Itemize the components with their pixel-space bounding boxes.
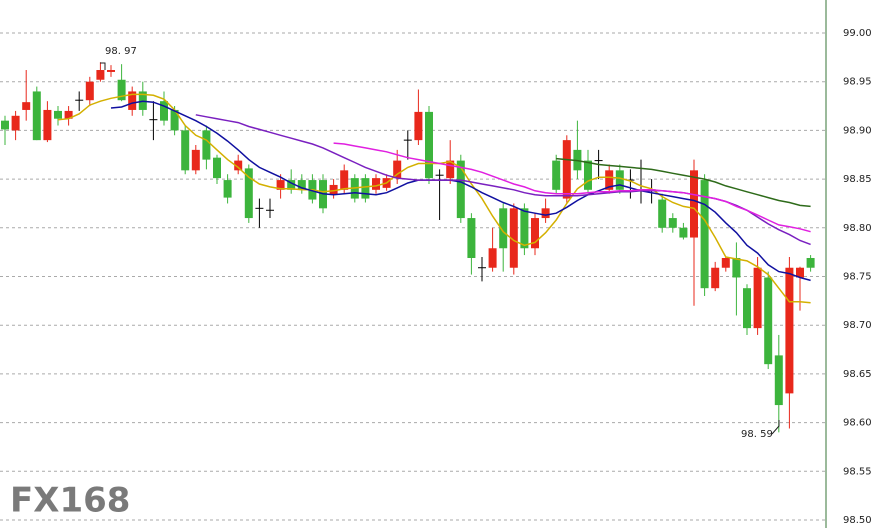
candle-body — [721, 257, 730, 268]
candle-body — [658, 199, 667, 228]
y-tick-label: 99.00 — [843, 28, 872, 39]
candle-body — [128, 91, 137, 110]
candle-body — [22, 102, 31, 110]
candle-body — [690, 170, 698, 238]
candle-body — [64, 110, 73, 119]
y-tick-label: 98.75 — [843, 272, 872, 283]
candle-body — [562, 140, 571, 199]
candle-body — [467, 218, 476, 258]
annotation-pointer — [100, 62, 106, 70]
annotation: 98. 97 — [105, 46, 137, 57]
candle-body — [181, 130, 190, 171]
candle-body — [160, 101, 168, 121]
candle-body — [425, 111, 433, 179]
y-tick-label: 98.70 — [843, 320, 872, 331]
moving-average-line — [333, 142, 811, 233]
candle-body — [223, 180, 232, 198]
annotation: 98. 59 — [741, 429, 773, 440]
candle-body — [32, 91, 41, 141]
candle-body — [117, 79, 126, 101]
candle-body — [531, 218, 539, 249]
candle-body — [520, 208, 529, 249]
candle-body — [43, 109, 52, 141]
candle-body — [85, 81, 94, 101]
annotation-pointer — [771, 420, 780, 435]
candle-body — [11, 115, 20, 131]
candle-body — [796, 267, 804, 278]
candle-body — [107, 70, 115, 72]
y-tick-label: 98.80 — [843, 223, 872, 234]
y-tick-label: 98.55 — [843, 466, 872, 477]
candle-body — [774, 355, 783, 406]
candle-body — [605, 170, 614, 190]
candle-body — [679, 227, 688, 238]
candle-body — [170, 109, 179, 131]
candle-body — [541, 208, 550, 219]
candle-body — [287, 180, 296, 190]
candle-body — [785, 267, 794, 394]
y-tick-label: 98.60 — [843, 418, 872, 429]
candle-body — [340, 170, 349, 190]
candle-body — [700, 180, 709, 289]
candle-body — [276, 180, 285, 190]
candle-body — [615, 170, 624, 190]
moving-average-line — [57, 93, 811, 304]
candle-body — [329, 184, 338, 195]
candle-body — [96, 70, 105, 80]
candle-body — [446, 160, 455, 179]
candle-body — [202, 130, 211, 160]
candle-body — [244, 168, 253, 219]
candle-body — [668, 218, 677, 228]
candle-body — [393, 160, 402, 179]
candle-body — [764, 277, 773, 365]
candle-body — [732, 257, 741, 278]
candle-body — [806, 257, 815, 268]
candle-body — [361, 178, 370, 199]
candle-body — [552, 160, 561, 190]
y-tick-label: 98.95 — [843, 77, 872, 88]
candle-body — [499, 208, 508, 249]
candle-body — [297, 180, 306, 190]
y-tick-label: 98.65 — [843, 369, 872, 380]
candle-body — [54, 110, 62, 119]
moving-average-line — [556, 157, 811, 208]
y-tick-label: 98.50 — [843, 515, 872, 526]
y-tick-label: 98.90 — [843, 125, 872, 136]
candle-body — [213, 157, 221, 179]
candle-body — [234, 160, 243, 171]
candle-body — [372, 178, 380, 190]
candle-body — [456, 160, 465, 219]
y-tick-label: 98.85 — [843, 174, 872, 185]
candle-body — [488, 248, 497, 268]
watermark: FX168 — [10, 481, 130, 521]
moving-average-line — [110, 100, 811, 282]
candle-body — [191, 149, 200, 171]
candle-body — [414, 111, 423, 141]
candle-body — [711, 267, 720, 289]
candle-body — [1, 120, 9, 130]
candle-body — [584, 160, 592, 190]
candle-body — [753, 267, 762, 329]
candle-body — [509, 208, 518, 268]
candle-body — [743, 288, 751, 329]
